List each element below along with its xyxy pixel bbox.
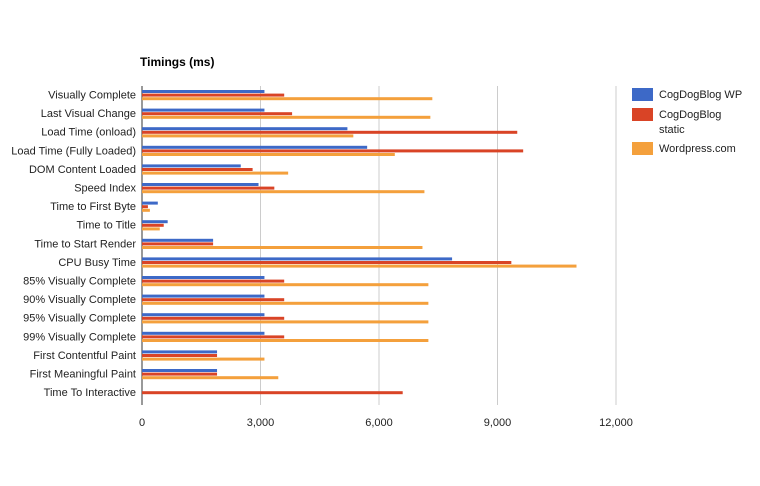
bar bbox=[142, 227, 160, 231]
bar bbox=[142, 190, 425, 194]
category-label: Time to Start Render bbox=[34, 238, 136, 250]
bar bbox=[142, 376, 279, 380]
bar bbox=[142, 108, 265, 112]
category-label: Speed Index bbox=[74, 183, 136, 195]
x-tick-label: 3,000 bbox=[247, 417, 275, 429]
bar bbox=[142, 264, 577, 268]
bar bbox=[142, 301, 429, 305]
category-label: Time to First Byte bbox=[50, 201, 136, 213]
legend-label: Wordpress.com bbox=[659, 143, 736, 155]
bar bbox=[142, 279, 285, 283]
bar bbox=[142, 242, 214, 246]
bar bbox=[142, 354, 218, 357]
bar bbox=[142, 115, 431, 119]
bars-layer bbox=[142, 90, 577, 395]
bar bbox=[142, 246, 423, 249]
bar bbox=[142, 220, 168, 224]
category-label: Last Visual Change bbox=[41, 108, 136, 120]
bar bbox=[142, 205, 148, 209]
bar bbox=[142, 372, 218, 376]
x-axis-labels: 0 3,000 6,000 9,000 12,000 bbox=[139, 417, 633, 429]
bar bbox=[142, 112, 293, 116]
bar bbox=[142, 357, 265, 361]
bar bbox=[142, 201, 158, 205]
category-label: First Contentful Paint bbox=[33, 350, 136, 362]
bar bbox=[142, 238, 214, 242]
bar bbox=[142, 93, 285, 97]
bar bbox=[142, 183, 259, 186]
category-label: DOM Content Loaded bbox=[29, 164, 136, 176]
bar bbox=[142, 130, 518, 134]
legend-swatch bbox=[632, 108, 653, 121]
bar bbox=[142, 186, 275, 190]
bar bbox=[142, 298, 285, 302]
category-label: 95% Visually Complete bbox=[23, 313, 136, 325]
bar bbox=[142, 257, 453, 261]
y-axis-labels: Visually Complete Last Visual Change Load … bbox=[11, 90, 136, 400]
legend-swatch bbox=[632, 142, 653, 155]
category-label: 85% Visually Complete bbox=[23, 276, 136, 288]
bar bbox=[142, 90, 265, 93]
bar bbox=[142, 339, 429, 342]
x-tick-label: 0 bbox=[139, 417, 145, 429]
bar bbox=[142, 316, 285, 320]
bar bbox=[142, 369, 218, 372]
category-label: Load Time (onload) bbox=[41, 127, 136, 139]
bar bbox=[142, 149, 524, 153]
bar bbox=[142, 127, 348, 131]
bar bbox=[142, 153, 395, 156]
x-tick-label: 12,000 bbox=[599, 417, 633, 429]
legend: CogDogBlog WP CogDogBlog static Wordpress.c… bbox=[632, 88, 742, 155]
category-label: CPU Busy Time bbox=[58, 257, 136, 269]
category-label: Time To Interactive bbox=[44, 387, 136, 399]
category-label: 99% Visually Complete bbox=[23, 331, 136, 343]
bar bbox=[142, 313, 265, 317]
bar bbox=[142, 168, 253, 171]
bar bbox=[142, 320, 429, 324]
bar bbox=[142, 276, 265, 279]
bar bbox=[142, 335, 285, 339]
bar bbox=[142, 261, 512, 264]
bar bbox=[142, 134, 354, 138]
bar bbox=[142, 350, 218, 354]
category-label: Visually Complete bbox=[48, 90, 136, 102]
chart-title: Timings (ms) bbox=[140, 55, 214, 69]
bar bbox=[142, 391, 403, 395]
bar bbox=[142, 223, 164, 227]
bar bbox=[142, 283, 429, 287]
legend-label: CogDogBlog static bbox=[659, 109, 721, 136]
bar bbox=[142, 97, 433, 101]
bar bbox=[142, 164, 241, 168]
x-tick-label: 6,000 bbox=[365, 417, 393, 429]
legend-label: CogDogBlog WP bbox=[659, 89, 742, 101]
bar bbox=[142, 145, 368, 149]
bar bbox=[142, 171, 289, 175]
grid-layer bbox=[141, 86, 617, 405]
bar bbox=[142, 331, 265, 335]
category-label: Load Time (Fully Loaded) bbox=[11, 145, 136, 157]
category-label: Time to Title bbox=[77, 220, 137, 232]
bar bbox=[142, 294, 265, 298]
category-label: 90% Visually Complete bbox=[23, 294, 136, 306]
category-label: First Meaningful Paint bbox=[30, 369, 136, 381]
legend-swatch bbox=[632, 88, 653, 101]
bar bbox=[142, 208, 150, 212]
x-tick-label: 9,000 bbox=[484, 417, 512, 429]
